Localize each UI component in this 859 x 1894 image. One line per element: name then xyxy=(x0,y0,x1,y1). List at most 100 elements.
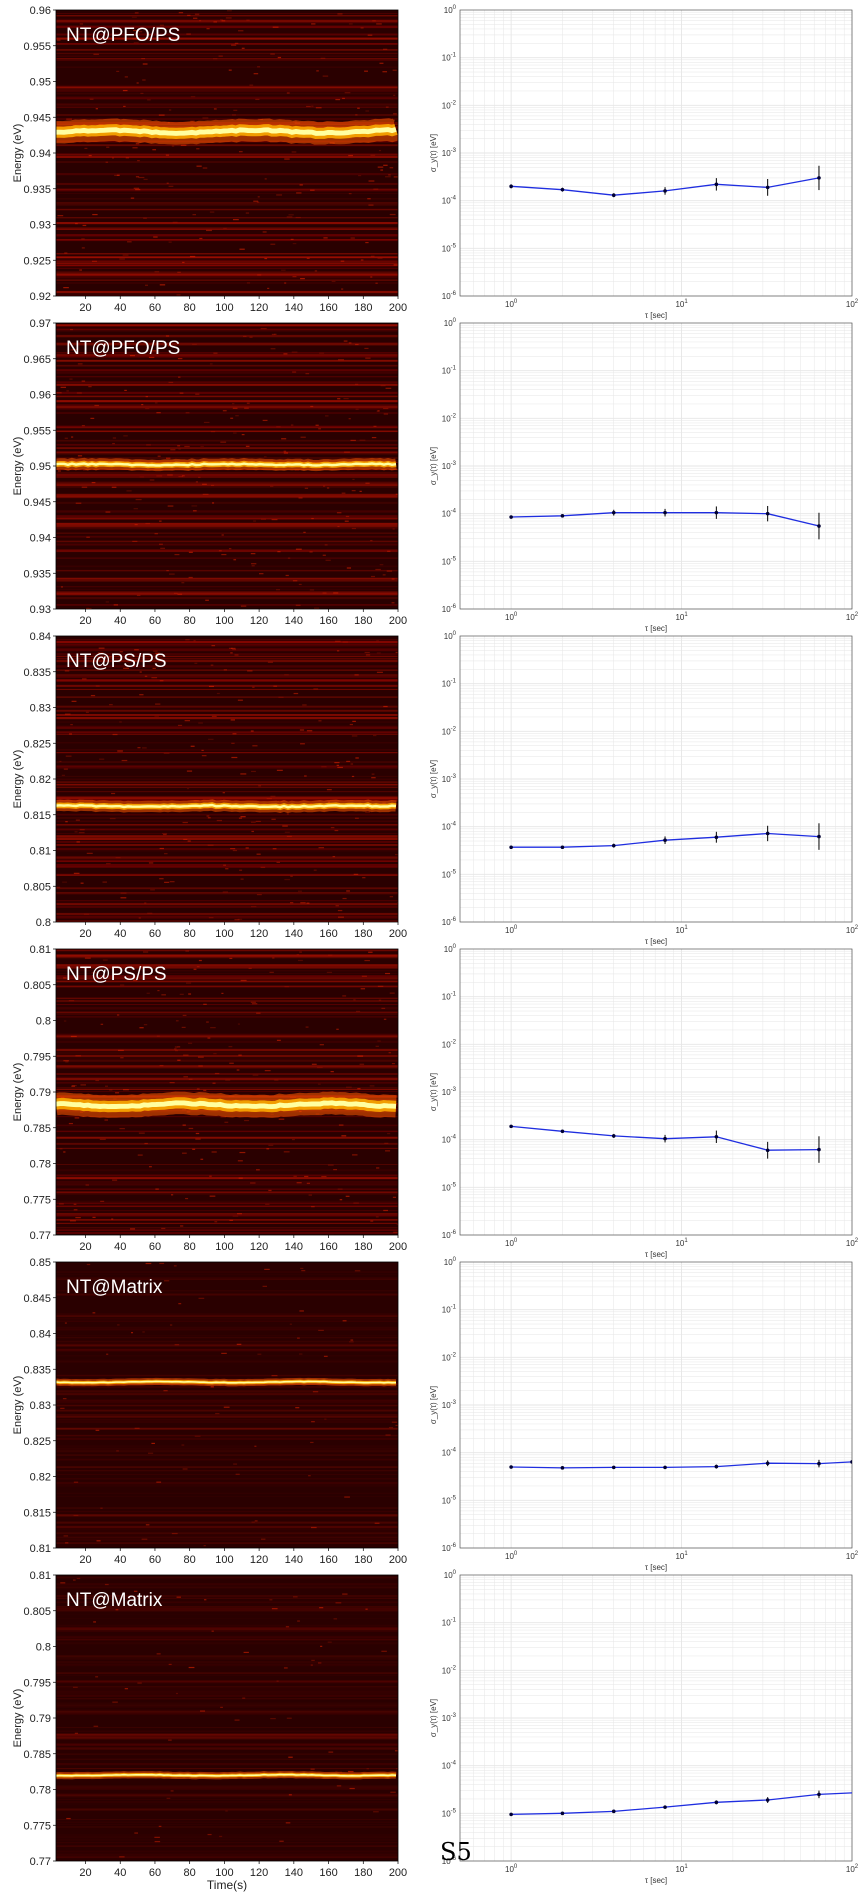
heatmap-noise-streak xyxy=(56,964,398,967)
heatmap-noise-streak xyxy=(56,52,398,55)
allan-data-point xyxy=(714,1464,719,1469)
heatmap-noise-streak xyxy=(56,343,398,346)
heatmap-speckle xyxy=(233,432,237,434)
heatmap-speckle xyxy=(241,47,245,49)
heatmap-speckle xyxy=(184,445,190,448)
heatmap-noise-streak xyxy=(56,43,398,45)
heatmap-speckle xyxy=(251,563,257,565)
heatmap-noise-streak xyxy=(56,727,398,729)
heatmap-noise-streak xyxy=(56,103,398,105)
allan-ytick-exponent: -4 xyxy=(451,1135,457,1141)
heatmap-speckle xyxy=(169,573,175,575)
heatmap-speckle xyxy=(335,98,341,101)
allan-xtick-exponent: 1 xyxy=(684,1551,688,1557)
allan-data xyxy=(509,505,821,540)
heatmap-speckle xyxy=(317,1662,322,1664)
heatmap-noise-streak xyxy=(56,1454,398,1457)
heatmap-noise-streak xyxy=(56,359,398,362)
heatmap-noise-streak xyxy=(56,1169,398,1172)
heatmap-speckle xyxy=(193,968,197,970)
heatmap-speckle xyxy=(268,1189,272,1192)
heatmap-speckle xyxy=(318,1329,324,1332)
heatmap-speckle xyxy=(299,184,303,186)
heatmap-speckle xyxy=(114,174,120,176)
heatmap-speckle xyxy=(378,149,382,152)
heatmap-speckle xyxy=(130,197,135,199)
heatmap-noise-streak xyxy=(56,1126,398,1128)
heatmap-noise-streak xyxy=(56,1048,398,1052)
heatmap-noise-streak xyxy=(56,264,398,267)
heatmap-noise-streak xyxy=(56,1655,398,1658)
heatmap-speckle xyxy=(183,838,188,841)
heatmap-speckle xyxy=(93,1621,97,1623)
heatmap-speckle xyxy=(170,1194,174,1196)
heatmap-speckle xyxy=(284,674,289,676)
heatmap-speckle xyxy=(350,237,355,239)
heatmap-speckle xyxy=(348,154,354,157)
heatmap-speckle xyxy=(127,241,132,243)
heatmap-speckle xyxy=(196,148,200,150)
heatmap-speckle xyxy=(338,916,344,918)
heatmap-speckle xyxy=(304,1175,309,1178)
allan-ytick-label: 10-4 xyxy=(442,196,457,206)
heatmap-speckle xyxy=(176,30,180,32)
heatmap-speckle xyxy=(163,752,170,754)
heatmap-speckle xyxy=(134,649,139,651)
heatmap-speckle xyxy=(243,1651,249,1654)
heatmap-noise-streak xyxy=(56,949,398,952)
heatmap-speckle xyxy=(318,720,322,722)
heatmap-speckle xyxy=(309,589,315,591)
heatmap-speckle xyxy=(198,1065,203,1067)
heatmap-noise-streak xyxy=(56,972,398,974)
heatmap-ytick-label: 0.82 xyxy=(30,1472,51,1484)
heatmap-speckle xyxy=(396,1223,398,1226)
heatmap-speckle xyxy=(355,757,359,759)
heatmap-speckle xyxy=(112,733,118,736)
heatmap-speckle xyxy=(267,661,273,663)
heatmap-noise-streak xyxy=(56,1349,398,1352)
heatmap-noise-streak xyxy=(56,721,398,723)
heatmap-noise-streak xyxy=(56,1694,398,1697)
heatmap-speckle xyxy=(269,485,274,487)
heatmap-speckle xyxy=(349,723,353,726)
heatmap-noise-streak xyxy=(56,643,398,646)
heatmap-speckle xyxy=(112,437,117,439)
allan-data-point xyxy=(560,1811,565,1816)
heatmap-speckle xyxy=(299,951,302,953)
heatmap-speckle xyxy=(218,55,223,57)
heatmap-noise-streak xyxy=(56,290,398,294)
heatmap-speckle xyxy=(383,705,388,708)
heatmap-noise-streak xyxy=(56,1344,398,1347)
heatmap-noise-streak xyxy=(56,84,398,87)
heatmap-noise-streak xyxy=(56,997,398,999)
heatmap-ytick-label: 0.8 xyxy=(36,1642,51,1654)
heatmap-noise-streak xyxy=(56,1607,398,1610)
heatmap-speckle xyxy=(169,1082,175,1084)
heatmap-speckle xyxy=(210,664,214,666)
heatmap-speckle xyxy=(142,63,148,65)
heatmap-noise-streak xyxy=(56,659,398,663)
heatmap-panel-6: NT@Matrix0.770.7750.780.7850.790.7950.80… xyxy=(12,1570,407,1892)
heatmap-speckle xyxy=(306,730,313,732)
heatmap-speckle xyxy=(82,224,87,227)
heatmap-noise-streak xyxy=(56,874,398,876)
heatmap-speckle xyxy=(144,902,147,904)
heatmap-speckle xyxy=(134,1832,138,1834)
heatmap-speckle xyxy=(111,1218,114,1220)
heatmap-noise-streak xyxy=(56,271,398,274)
heatmap-noise-streak xyxy=(56,1704,398,1706)
heatmap-speckle xyxy=(304,487,309,489)
heatmap-speckle xyxy=(134,12,139,14)
heatmap-noise-streak xyxy=(56,1328,398,1331)
heatmap-noise-streak xyxy=(56,1343,398,1345)
heatmap-speckle xyxy=(313,688,319,690)
allan-ytick-label: 100 xyxy=(444,1570,457,1580)
heatmap-speckle xyxy=(350,1339,354,1341)
heatmap-noise-streak xyxy=(56,1735,398,1737)
heatmap-speckle xyxy=(203,1545,206,1547)
allan-frame xyxy=(459,1261,853,1549)
heatmap-speckle xyxy=(231,44,237,46)
heatmap-speckle xyxy=(257,274,262,276)
heatmap-ridge-core xyxy=(56,462,397,467)
heatmap-speckle xyxy=(146,992,150,994)
